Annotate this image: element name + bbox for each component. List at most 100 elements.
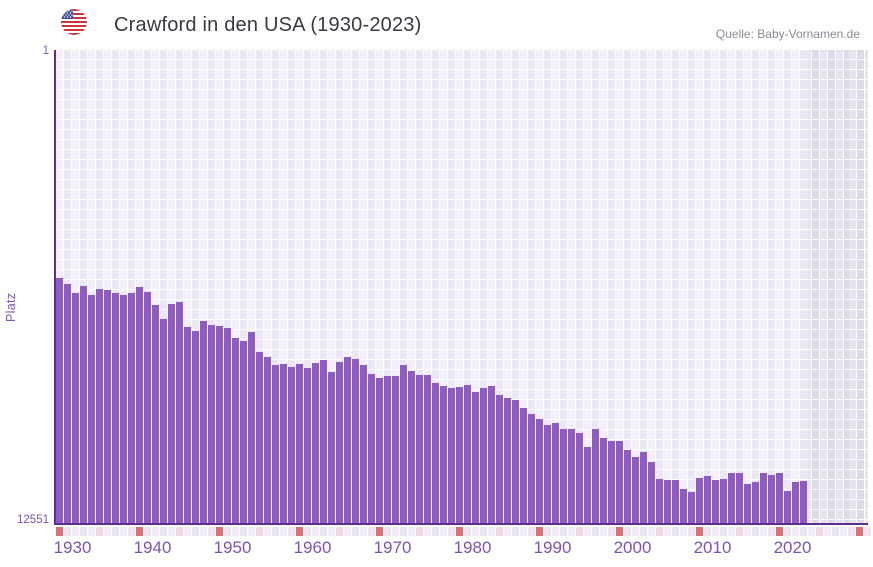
bar-1941 xyxy=(144,292,151,523)
year-marker-2003 xyxy=(640,527,647,536)
year-marker-1993 xyxy=(560,527,567,536)
year-marker-1974 xyxy=(408,527,415,536)
year-marker-1972 xyxy=(392,527,399,536)
us-flag-icon xyxy=(61,9,87,35)
bar-2012 xyxy=(712,479,719,523)
year-marker-1970 xyxy=(376,527,383,536)
x-tick-label-1990: 1990 xyxy=(533,538,572,557)
bar-2003 xyxy=(640,451,647,523)
bar-1932 xyxy=(72,293,79,523)
year-marker-1960 xyxy=(296,527,303,536)
bar-1943 xyxy=(160,319,167,523)
bar-1984 xyxy=(488,385,495,523)
year-marker-1969 xyxy=(368,527,375,536)
y-axis-line xyxy=(54,50,56,525)
year-marker-1988 xyxy=(520,527,527,536)
bar-1946 xyxy=(184,327,191,523)
year-marker-1967 xyxy=(352,527,359,536)
year-marker-1950 xyxy=(216,527,223,536)
year-marker-2030 xyxy=(856,527,863,536)
bar-1970 xyxy=(376,377,383,523)
year-marker-2000 xyxy=(616,527,623,536)
bar-1952 xyxy=(232,338,239,523)
year-marker-2020 xyxy=(776,527,783,536)
year-marker-2029 xyxy=(848,527,855,536)
bar-1969 xyxy=(368,373,375,523)
bar-1998 xyxy=(600,438,607,523)
bar-2005 xyxy=(656,478,663,523)
year-marker-1990 xyxy=(536,527,543,536)
year-marker-1946 xyxy=(184,527,191,536)
year-marker-2005 xyxy=(656,527,663,536)
year-marker-1942 xyxy=(152,527,159,536)
x-tick-label-1970: 1970 xyxy=(373,538,412,557)
bar-1962 xyxy=(312,363,319,523)
rank-bar-chart xyxy=(56,50,868,523)
year-marker-1992 xyxy=(552,527,559,536)
year-marker-2002 xyxy=(632,527,639,536)
bar-1949 xyxy=(208,324,215,523)
bar-2022 xyxy=(792,481,799,523)
year-marker-2022 xyxy=(792,527,799,536)
year-marker-2023 xyxy=(800,527,807,536)
year-marker-1977 xyxy=(432,527,439,536)
bar-1977 xyxy=(432,382,439,523)
year-marker-1991 xyxy=(544,527,551,536)
year-marker-1996 xyxy=(584,527,591,536)
year-marker-1930 xyxy=(56,527,63,536)
no-data-region xyxy=(807,50,868,523)
year-marker-1936 xyxy=(104,527,111,536)
bar-1951 xyxy=(224,327,231,523)
bar-2018 xyxy=(760,472,767,523)
bar-2011 xyxy=(704,476,711,523)
x-tick-label-1940: 1940 xyxy=(133,538,172,557)
year-marker-1937 xyxy=(112,527,119,536)
bar-1980 xyxy=(456,386,463,523)
bar-2014 xyxy=(728,472,735,523)
bar-1940 xyxy=(136,286,143,523)
bar-1983 xyxy=(480,387,487,523)
bar-1935 xyxy=(96,289,103,523)
year-marker-2031 xyxy=(864,527,871,536)
x-axis-labels: 1930 1940 1950 1960 1970 1980 1990 2000 2010 2020 xyxy=(0,539,873,557)
bar-1964 xyxy=(328,371,335,523)
source-credit: Quelle: Baby-Vornamen.de xyxy=(715,27,860,41)
year-marker-2017 xyxy=(752,527,759,536)
year-marker-2027 xyxy=(832,527,839,536)
bar-2004 xyxy=(648,461,655,523)
year-marker-2013 xyxy=(720,527,727,536)
bar-1953 xyxy=(240,340,247,523)
x-tick-label-1950: 1950 xyxy=(213,538,252,557)
year-marker-1979 xyxy=(448,527,455,536)
bar-2001 xyxy=(624,449,631,523)
bar-1961 xyxy=(304,367,311,523)
year-marker-2008 xyxy=(680,527,687,536)
bar-2021 xyxy=(784,490,791,523)
bar-1985 xyxy=(496,395,503,523)
year-marker-1932 xyxy=(72,527,79,536)
year-marker-1952 xyxy=(232,527,239,536)
year-marker-1933 xyxy=(80,527,87,536)
bar-1934 xyxy=(88,295,95,523)
bar-1976 xyxy=(424,374,431,523)
bar-1997 xyxy=(592,429,599,523)
bar-1933 xyxy=(80,286,87,523)
bar-1990 xyxy=(536,418,543,523)
x-tick-label-1960: 1960 xyxy=(293,538,332,557)
year-marker-1987 xyxy=(512,527,519,536)
year-marker-2014 xyxy=(728,527,735,536)
year-marker-1959 xyxy=(288,527,295,536)
bar-2002 xyxy=(632,457,639,523)
bar-1993 xyxy=(560,429,567,523)
year-marker-1998 xyxy=(600,527,607,536)
year-marker-1981 xyxy=(464,527,471,536)
bar-1930 xyxy=(56,278,63,523)
bar-1994 xyxy=(568,429,575,523)
year-marker-1966 xyxy=(344,527,351,536)
year-marker-1973 xyxy=(400,527,407,536)
bar-1945 xyxy=(176,302,183,523)
bar-1972 xyxy=(392,375,399,523)
year-marker-2009 xyxy=(688,527,695,536)
bar-2017 xyxy=(752,481,759,523)
year-marker-1953 xyxy=(240,527,247,536)
